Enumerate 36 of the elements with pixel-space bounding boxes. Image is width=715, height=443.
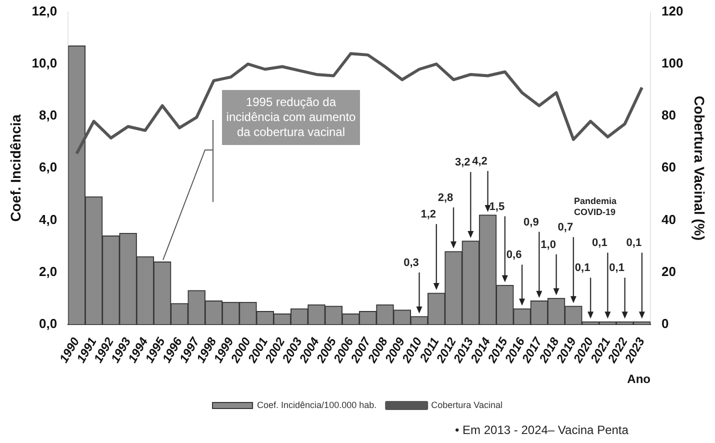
annotation: 1995 redução da incidência com aumento da cobertura vacinal (222, 90, 360, 145)
legend-label: Coef. Incidência/100.000 hab. (257, 400, 377, 410)
data-label: 0,1 (626, 237, 642, 250)
data-label: 4,2 (472, 156, 488, 168)
data-label: 2,8 (438, 192, 454, 204)
y2-tick-label: 100 (662, 56, 684, 71)
y-tick-label: 0,0 (39, 316, 58, 331)
y-tick-label: 6,0 (39, 160, 58, 175)
y2-tick-label: 80 (662, 108, 676, 123)
data-label: 1,5 (489, 200, 505, 213)
data-label: 0,7 (558, 222, 574, 234)
data-label: 0,6 (506, 249, 522, 262)
y2-tick-label: 60 (662, 160, 676, 175)
data-label: 0,1 (592, 237, 608, 250)
y-tick-label: 10,0 (32, 56, 58, 71)
data-label: 3,2 (455, 156, 470, 169)
y-tick-label: 4,0 (39, 212, 58, 227)
text: • Em 2013 - 2024– Vacina Penta (455, 423, 628, 437)
y2-axis-title: Cobertura Vacinal (%) (692, 96, 708, 240)
y-tick-label: 8,0 (39, 108, 58, 123)
y-tick-label: 2,0 (39, 264, 58, 279)
y2-tick-label: 120 (662, 4, 684, 19)
y2-tick-label: 40 (662, 212, 676, 227)
annotation: Pandemia COVID-19 (574, 196, 618, 218)
x-axis-title: Ano (627, 372, 651, 386)
y2-tick-label: 0 (662, 316, 669, 331)
data-label: 0,9 (524, 216, 539, 228)
y2-tick-label: 20 (662, 264, 676, 279)
y-axis-title: Coef. Incidência (7, 114, 24, 222)
legend-label: Cobertura Vacinal (431, 400, 502, 410)
data-label: 0,1 (609, 262, 624, 274)
y-tick-label: 12,0 (32, 4, 58, 19)
data-label: 0,3 (404, 257, 419, 270)
data-label: 0,1 (574, 262, 590, 274)
data-label: 1,2 (420, 208, 436, 221)
data-label: 1,0 (540, 238, 556, 251)
